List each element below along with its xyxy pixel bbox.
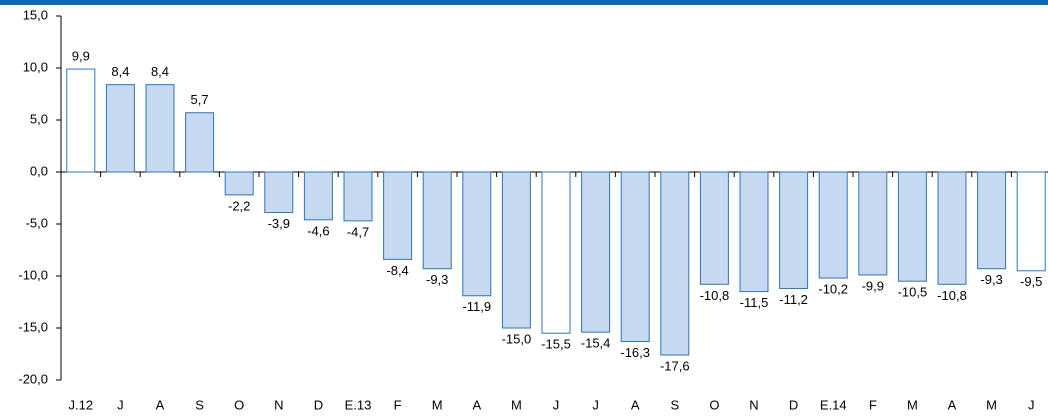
bar (541, 171, 571, 334)
x-tick-label: D (789, 397, 798, 412)
bar (699, 171, 729, 285)
bar (224, 171, 254, 196)
bar (897, 171, 927, 282)
x-tick-label: M (986, 397, 997, 412)
bar (660, 171, 690, 356)
value-label: -15,5 (541, 337, 571, 352)
y-tick-label: 15,0 (23, 7, 48, 22)
value-label: -15,0 (502, 331, 532, 346)
x-tick-label: J (553, 397, 560, 412)
value-label: -15,4 (581, 336, 611, 351)
bar (422, 171, 452, 270)
bar (66, 68, 96, 173)
y-tick-label: -15,0 (18, 319, 48, 334)
x-tick-label: M (511, 397, 522, 412)
value-label: -10,5 (898, 285, 928, 300)
value-label: 8,4 (151, 64, 169, 79)
y-tick-label: -10,0 (18, 267, 48, 282)
value-label: -3,9 (268, 216, 290, 231)
bar (343, 171, 373, 222)
x-tick-label: A (472, 397, 481, 412)
bar (145, 84, 175, 173)
value-label: -11,9 (462, 299, 491, 314)
x-tick-label: O (234, 397, 244, 412)
bar (185, 112, 215, 173)
x-tick-label: E.14 (820, 397, 847, 412)
x-tick-label: J (117, 397, 124, 412)
x-tick-label: J (592, 397, 599, 412)
bar (462, 171, 492, 297)
value-label: -11,5 (740, 295, 769, 310)
bar (739, 171, 769, 293)
y-tick-label: 0,0 (30, 163, 48, 178)
bar (858, 171, 888, 276)
bar (1016, 171, 1046, 272)
value-label: 8,4 (111, 64, 129, 79)
value-label: -4,7 (347, 224, 369, 239)
bar (501, 171, 531, 329)
bar (303, 171, 333, 221)
x-tick-label: M (907, 397, 918, 412)
y-tick-label: -5,0 (26, 215, 48, 230)
top-band (0, 0, 1048, 5)
x-tick-label: A (948, 397, 957, 412)
x-tick-label: S (670, 397, 679, 412)
bar (581, 171, 611, 333)
x-tick-label: A (631, 397, 640, 412)
y-tick-label: -20,0 (18, 371, 48, 386)
x-tick-label: F (869, 397, 877, 412)
value-label: 5,7 (191, 92, 209, 107)
value-label: -9,9 (862, 278, 884, 293)
value-label: -11,2 (779, 292, 808, 307)
x-tick-label: E.13 (345, 397, 372, 412)
value-label: -10,8 (700, 288, 730, 303)
value-label: -10,8 (937, 288, 967, 303)
bar (937, 171, 967, 285)
bar (105, 84, 135, 173)
x-tick-label: N (274, 397, 283, 412)
bar (383, 171, 413, 260)
bar (977, 171, 1007, 270)
value-label: -16,3 (620, 345, 650, 360)
x-tick-label: S (195, 397, 204, 412)
y-tick-label: 5,0 (30, 111, 48, 126)
x-tick-label: N (749, 397, 758, 412)
value-label: -9,5 (1020, 274, 1042, 289)
value-label: -9,3 (426, 272, 448, 287)
bar (779, 171, 809, 289)
x-tick-label: O (709, 397, 719, 412)
value-label: -2,2 (228, 198, 250, 213)
value-label: -10,2 (818, 282, 848, 297)
x-tick-label: F (394, 397, 402, 412)
x-tick-label: J.12 (69, 397, 94, 412)
value-label: -4,6 (307, 223, 329, 238)
value-label: -8,4 (386, 263, 408, 278)
bar (620, 171, 650, 343)
value-label: 9,9 (72, 48, 90, 63)
bar (818, 171, 848, 279)
x-tick-label: J (1028, 397, 1035, 412)
value-label: -17,6 (660, 358, 690, 373)
bar (264, 171, 294, 214)
value-label: -9,3 (980, 272, 1002, 287)
y-tick-label: 10,0 (23, 59, 48, 74)
x-tick-label: A (156, 397, 165, 412)
x-tick-label: D (314, 397, 323, 412)
x-tick-label: M (432, 397, 443, 412)
